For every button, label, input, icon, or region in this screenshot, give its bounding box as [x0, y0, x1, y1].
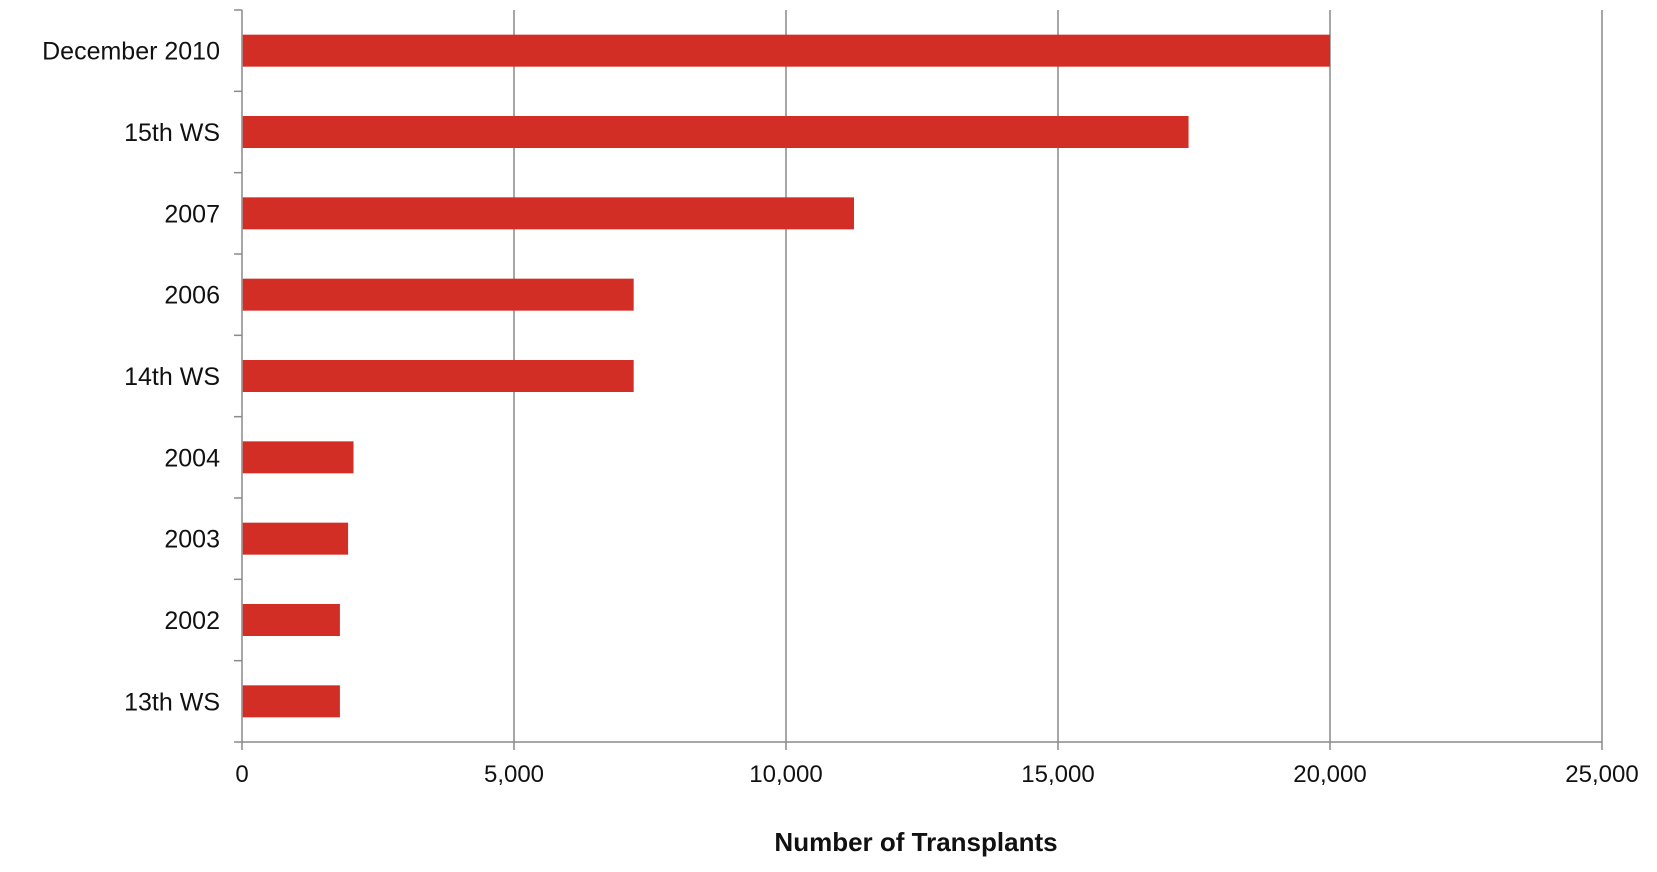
category-labels: December 2010 15th WS 2007 2006 14th WS 2004 2…	[42, 38, 220, 717]
bar	[242, 604, 340, 636]
x-tick-labels: 0 5,000 10,000 15,000 20,000 25,000	[235, 761, 1638, 788]
x-tick-label: 20,000	[1293, 761, 1366, 788]
bar	[242, 116, 1189, 148]
axes	[234, 9, 1603, 750]
bar	[242, 197, 854, 230]
category-label: 2003	[164, 526, 220, 554]
category-label: 14th WS	[124, 363, 220, 391]
x-tick-label: 10,000	[749, 761, 822, 788]
category-label: 2006	[164, 282, 220, 310]
bars	[242, 34, 1330, 718]
bar	[242, 278, 634, 311]
category-label: December 2010	[42, 38, 220, 66]
category-label: 2002	[164, 607, 220, 635]
x-axis-title: Number of Transplants	[774, 827, 1057, 857]
bar	[242, 522, 349, 555]
bar	[242, 685, 340, 718]
bar	[242, 441, 354, 474]
bar	[242, 360, 634, 392]
x-tick-label: 15,000	[1021, 761, 1094, 788]
bar	[242, 34, 1330, 67]
x-tick-label: 5,000	[484, 761, 544, 788]
x-tick-label: 25,000	[1565, 761, 1638, 788]
category-label: 2004	[164, 444, 220, 472]
category-label: 2007	[164, 200, 220, 228]
category-label: 13th WS	[124, 688, 220, 716]
category-label: 15th WS	[124, 119, 220, 147]
x-tick-label: 0	[235, 761, 248, 788]
